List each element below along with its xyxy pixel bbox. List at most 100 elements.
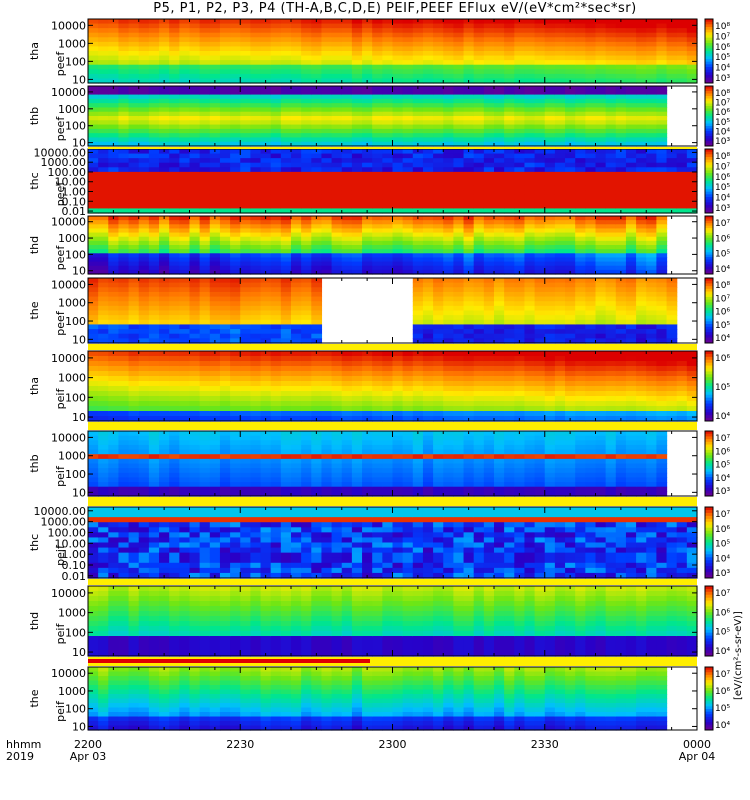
heatmap-cell: [483, 94, 495, 100]
heatmap-cell: [341, 411, 353, 417]
heatmap-cell: [148, 245, 160, 250]
heatmap-cell: [534, 265, 546, 271]
heatmap-cell: [179, 265, 191, 271]
heatmap-cell: [676, 167, 688, 173]
heatmap-cell: [483, 249, 495, 254]
colorbar-segment: [705, 141, 713, 144]
heatmap-cell: [524, 98, 536, 104]
heatmap-cell: [402, 141, 414, 147]
heatmap-cell: [270, 411, 282, 417]
heatmap-cell: [128, 291, 140, 298]
heatmap-cell: [453, 391, 465, 397]
heatmap-cell: [433, 133, 444, 139]
heatmap-cell: [351, 356, 363, 362]
heatmap-cell: [636, 236, 647, 242]
heatmap-cell: [280, 376, 292, 382]
heatmap-cell: [615, 249, 627, 254]
heatmap-cell: [280, 19, 292, 25]
heatmap-cell: [656, 107, 668, 113]
heatmap-cell: [301, 411, 312, 417]
heatmap-cell: [524, 319, 536, 326]
heatmap-cell: [473, 406, 485, 412]
heatmap-cell: [382, 64, 394, 70]
heatmap-cell: [636, 185, 647, 191]
heatmap-cell: [605, 23, 617, 29]
heatmap-cell: [159, 310, 170, 316]
heatmap-cell: [504, 41, 515, 48]
colorbar-segment: [705, 98, 713, 102]
heatmap-cell: [311, 232, 323, 238]
heatmap-cell: [362, 376, 373, 382]
heatmap-cell: [98, 381, 109, 387]
heatmap-cell: [412, 253, 424, 259]
heatmap-cell: [209, 220, 221, 225]
heatmap-cell: [280, 265, 292, 271]
heatmap-cell: [128, 287, 140, 293]
heatmap-cell: [453, 228, 465, 234]
heatmap-cell: [392, 181, 404, 187]
heatmap-cell: [291, 78, 302, 84]
heatmap-cell: [148, 103, 160, 109]
heatmap-cell: [108, 124, 120, 130]
heatmap-cell: [615, 94, 627, 100]
heatmap-cell: [504, 329, 515, 335]
colorbar-segment: [705, 259, 713, 263]
heatmap-cell: [382, 366, 394, 372]
heatmap-cell: [392, 220, 404, 225]
heatmap-cell: [453, 291, 465, 298]
heatmap-cell: [331, 162, 343, 168]
heatmap-cell: [362, 396, 373, 402]
heatmap-cell: [209, 171, 221, 178]
heatmap-cell: [656, 19, 668, 25]
heatmap-cell: [331, 261, 343, 267]
heatmap-cell: [179, 351, 191, 357]
heatmap-cell: [676, 208, 688, 214]
heatmap-cell: [291, 236, 302, 242]
heatmap-cell: [159, 287, 170, 293]
colorbar-segment: [705, 294, 713, 298]
heatmap-cell: [280, 356, 292, 362]
heatmap-cell: [473, 361, 485, 367]
heatmap-cell: [412, 98, 424, 104]
heatmap-cell: [402, 253, 414, 259]
heatmap-cell: [138, 287, 150, 293]
heatmap-cell: [575, 253, 586, 259]
heatmap-cell: [494, 338, 505, 344]
heatmap-cell: [341, 23, 353, 29]
heatmap-cell: [108, 181, 120, 187]
heatmap-cell: [291, 37, 302, 43]
heatmap-cell: [128, 149, 140, 155]
heatmap-cell: [189, 376, 201, 382]
heatmap-cell: [128, 356, 140, 362]
heatmap-cell: [311, 401, 323, 407]
heatmap-cell: [321, 406, 333, 412]
heatmap-cell: [453, 329, 465, 335]
heatmap-cell: [463, 199, 475, 205]
heatmap-cell: [230, 386, 241, 392]
heatmap-cell: [189, 333, 201, 339]
heatmap-cell: [108, 301, 120, 307]
heatmap-cell: [250, 305, 262, 312]
heatmap-cell: [240, 411, 251, 417]
heatmap-cell: [554, 291, 566, 298]
heatmap-cell: [321, 381, 333, 387]
heatmap-cell: [291, 371, 302, 377]
heatmap-cell: [159, 69, 170, 75]
heatmap-cell: [199, 324, 211, 330]
heatmap-cell: [575, 296, 586, 302]
heatmap-cell: [443, 51, 454, 57]
heatmap-cell: [362, 232, 373, 238]
heatmap-cell: [646, 137, 657, 143]
heatmap-cell: [463, 120, 475, 126]
heatmap-cell: [88, 411, 99, 417]
heatmap-cell: [524, 128, 536, 134]
heatmap-cell: [219, 324, 231, 330]
heatmap-cell: [494, 116, 505, 121]
colorbar-segment: [705, 334, 713, 339]
heatmap-cell: [514, 333, 526, 339]
heatmap-cell: [453, 319, 465, 326]
heatmap-cell: [483, 333, 495, 339]
heatmap-cell: [362, 236, 373, 242]
heatmap-cell: [128, 232, 140, 238]
heatmap-cell: [554, 162, 566, 168]
